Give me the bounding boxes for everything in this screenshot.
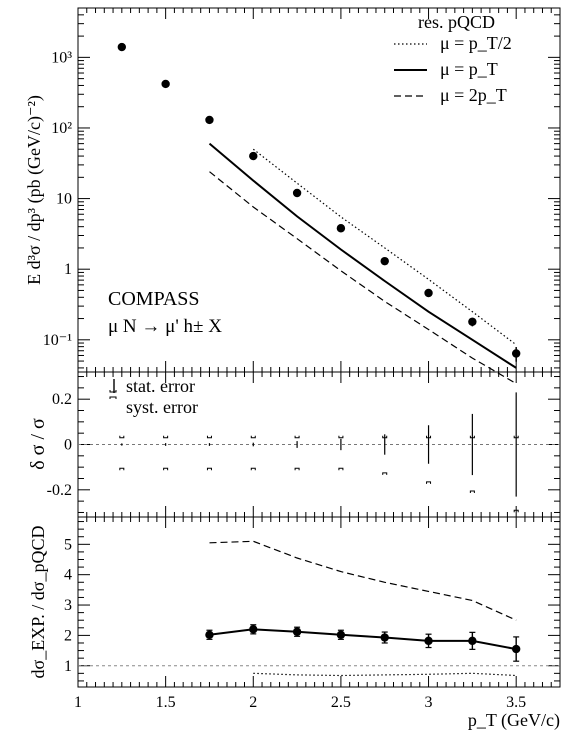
syst-error-bracket [469, 435, 475, 439]
syst-error-bracket [338, 467, 344, 471]
ratio-point [511, 644, 521, 654]
syst-error-bracket [206, 467, 212, 471]
ratio-point [380, 633, 389, 642]
syst-error-bracket [163, 467, 169, 471]
x-tick-label: 3 [425, 694, 433, 711]
data-point [117, 42, 127, 52]
bottom-axis-ticks: 1 1.5 2 2.5 3 3.5 1 2 3 4 5 [64, 517, 561, 711]
data-point [424, 288, 433, 298]
legend-label: μ = 2p_T [440, 85, 507, 105]
theory-curve [252, 148, 517, 346]
ratio-point [468, 636, 477, 646]
y-tick-label: 10³ [51, 49, 72, 66]
ratio-curve [253, 672, 517, 677]
legend-syst-label: syst. error [126, 397, 198, 417]
bottom-ratio-points [205, 624, 521, 662]
x-tick-label: 2 [249, 694, 257, 711]
x-tick-label: 1 [74, 694, 82, 711]
syst-error-bracket [513, 509, 519, 513]
data-point [161, 79, 170, 89]
y-tick-label: 10² [51, 120, 72, 137]
ratio-point [336, 630, 346, 639]
top-theory-curves [208, 142, 517, 385]
data-point [468, 317, 477, 326]
ratio-point [249, 625, 258, 634]
y-tick-label: 10 [56, 191, 72, 208]
legend-label: μ = p_T [440, 59, 498, 79]
legend-label: μ = p_T/2 [440, 33, 512, 53]
legend-syst-swatch [109, 390, 117, 399]
ratio-point [424, 636, 433, 646]
x-tick-label: 3.5 [506, 694, 526, 711]
data-point [292, 188, 302, 198]
bottom-panel-frame [77, 516, 561, 688]
y-tick-label: 10⁻¹ [43, 332, 72, 349]
syst-error-bracket [469, 490, 475, 493]
data-point [205, 115, 214, 125]
syst-error-bracket [294, 467, 300, 471]
y-tick-label: 1 [64, 261, 72, 278]
y-tick-label: 4 [64, 567, 72, 584]
x-axis-title: p_T (GeV/c) [468, 710, 560, 731]
bottom-y-axis-title: dσ_EXP. / dσ_pQCD [28, 526, 48, 679]
ratio-curve [209, 540, 517, 621]
y-tick-label: 0.2 [52, 391, 72, 408]
annotation-experiment: COMPASS [108, 288, 200, 310]
syst-error-bracket [294, 435, 300, 439]
legend-stat-label: stat. error [126, 376, 195, 396]
data-point [336, 224, 346, 233]
ratio-point [205, 630, 214, 639]
syst-error-bracket [250, 435, 256, 439]
top-data-points [117, 42, 521, 362]
y-tick-label: 3 [64, 597, 72, 614]
annotation-reaction: μ N → μ' h± X [108, 316, 222, 337]
theory-curve [208, 142, 517, 369]
syst-error-bracket [119, 435, 125, 439]
data-point [380, 256, 389, 266]
syst-error-bracket [426, 435, 432, 439]
y-tick-label: 2 [64, 627, 72, 644]
syst-error-bracket [206, 435, 212, 439]
y-tick-label: 5 [64, 536, 72, 553]
syst-error-bracket [250, 467, 256, 471]
y-tick-label: 1 [64, 658, 72, 675]
middle-error-marks [78, 392, 560, 513]
syst-error-bracket [382, 472, 388, 475]
syst-error-bracket [163, 435, 169, 439]
data-point [511, 349, 521, 358]
legend-title: res. pQCD [418, 12, 495, 32]
theory-curve [209, 171, 517, 385]
ratio-point [292, 627, 302, 636]
syst-error-bracket [338, 435, 344, 439]
syst-error-bracket [119, 467, 125, 471]
syst-error-bracket [382, 435, 388, 439]
x-tick-label: 2.5 [331, 694, 351, 711]
y-tick-label: -0.2 [47, 482, 72, 499]
top-axis-ticks: 10⁻¹ 1 10 10² 10³ [43, 7, 561, 372]
middle-y-axis-title: δ σ / σ [27, 418, 49, 470]
middle-axis-ticks: -0.2 0 0.2 [47, 372, 561, 517]
ratio-line [209, 628, 517, 651]
top-y-axis-title: E d³σ / dp³ (pb (GeV/c)⁻²) [24, 95, 45, 285]
y-tick-label: 0 [64, 437, 72, 454]
data-point [249, 151, 258, 161]
bottom-ratio-curves [78, 540, 560, 677]
syst-error-bracket [426, 481, 432, 484]
x-tick-label: 1.5 [156, 694, 176, 711]
syst-error-bracket [513, 435, 519, 439]
top-legend: μ = p_T/2 μ = p_T μ = 2p_T [394, 33, 512, 105]
